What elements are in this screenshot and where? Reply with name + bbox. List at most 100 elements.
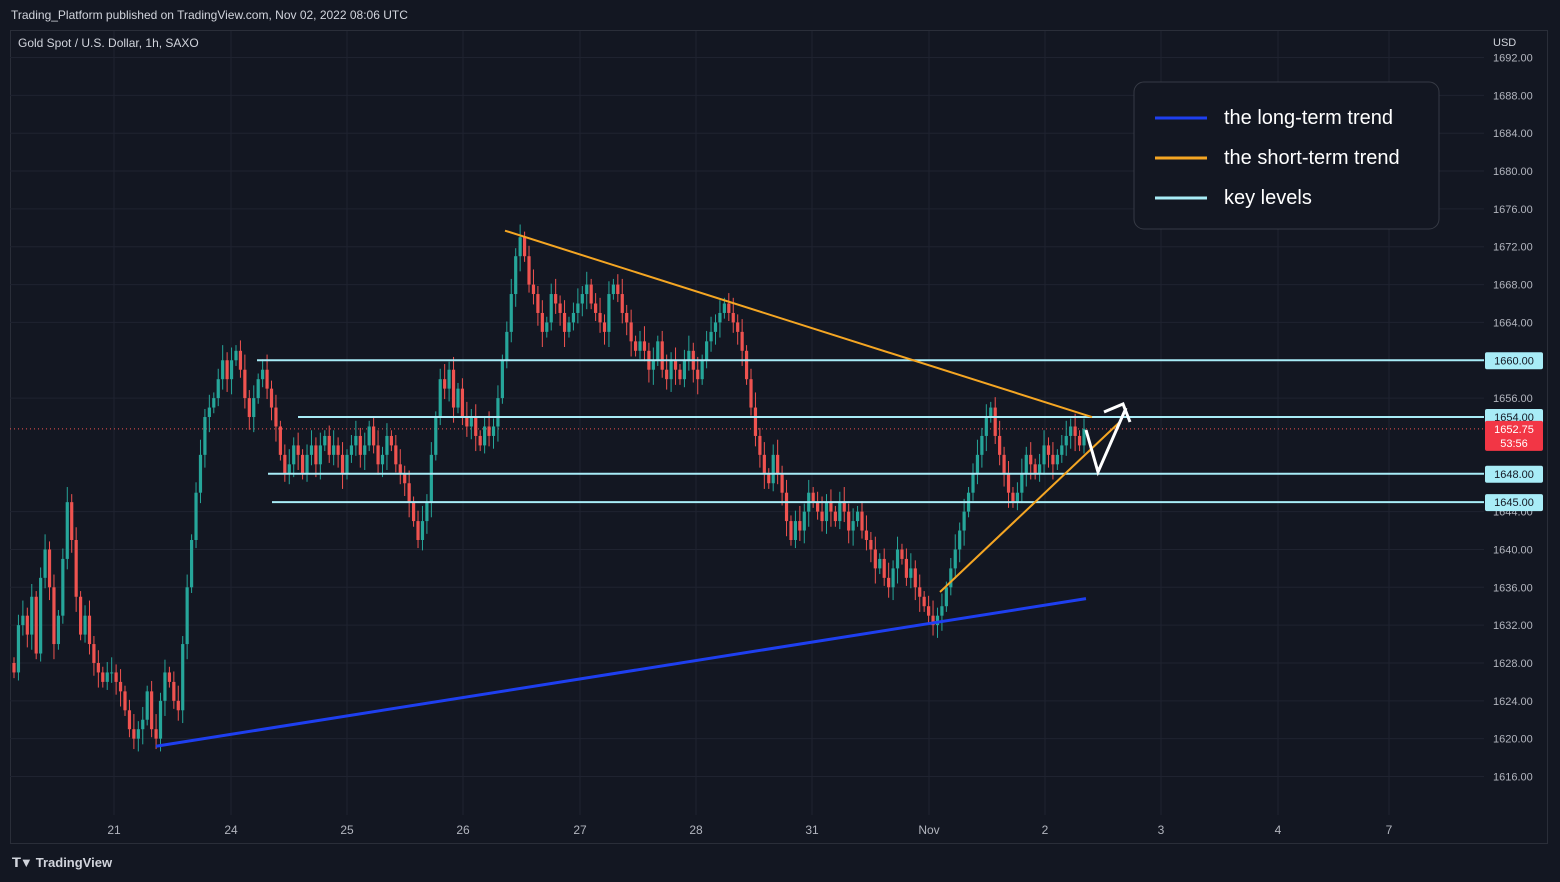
x-tick-label: 27 (573, 823, 587, 837)
candle-body (829, 502, 833, 512)
candle-body (576, 303, 580, 313)
candle-body (269, 388, 274, 408)
candle-body (52, 587, 56, 645)
candle-body (229, 360, 234, 380)
candle-body (105, 672, 109, 682)
y-tick-label: 1668.00 (1493, 280, 1533, 292)
candle-body (354, 435, 358, 446)
candle-body (722, 303, 726, 313)
candle-body (34, 596, 38, 654)
candle-body (669, 360, 673, 380)
candle-body (123, 691, 127, 711)
candle-body (1011, 492, 1015, 503)
candle-body (616, 284, 620, 295)
candle-body (651, 360, 655, 370)
candle-body (296, 445, 300, 455)
candle-body (234, 350, 238, 361)
candle-body (92, 644, 96, 663)
candle-body (1069, 426, 1073, 436)
y-tick-label: 1656.00 (1493, 393, 1533, 405)
candle-body (438, 379, 442, 418)
candle-body (172, 681, 176, 701)
candle-body (869, 540, 873, 550)
candle-body (1006, 473, 1011, 493)
candle-body (163, 672, 167, 701)
candle-body (145, 691, 149, 720)
candle-body (731, 312, 735, 323)
projection-arrow-path (1084, 407, 1128, 477)
candle-body (1038, 464, 1042, 474)
candle-body (505, 331, 509, 361)
candle-body (580, 294, 584, 304)
candle-body (771, 454, 775, 484)
candle-body (212, 398, 216, 408)
candle-body (913, 568, 917, 588)
x-tick-label: 2 (1042, 823, 1049, 837)
x-tick-label: 28 (689, 823, 703, 837)
candle-body (1082, 428, 1086, 446)
candle-body (43, 549, 47, 578)
x-tick-label: 31 (805, 823, 819, 837)
candle-body (283, 454, 287, 474)
candle-body (265, 369, 269, 389)
legend-label-short-trend: the short-term trend (1224, 147, 1400, 169)
candle-body (1020, 473, 1024, 493)
candle-body (118, 681, 123, 692)
candle-body (989, 407, 993, 418)
y-tick-label: 1640.00 (1493, 544, 1533, 556)
candle-body (864, 530, 869, 540)
candle-body (194, 492, 198, 540)
candle-body (380, 454, 385, 465)
candle-body (221, 360, 225, 380)
candle-body (256, 379, 260, 399)
candle-body (993, 407, 997, 436)
y-tick-label: 1692.00 (1493, 53, 1533, 65)
candle-body (673, 360, 678, 370)
x-tick-label: 26 (456, 823, 470, 837)
countdown-label: 53:56 (1500, 438, 1528, 450)
candle-body (753, 407, 758, 436)
candle-body (571, 312, 576, 323)
candle-body (558, 303, 562, 313)
candle-body (487, 426, 491, 436)
x-tick-label: 24 (224, 823, 238, 837)
candle-body (567, 322, 571, 332)
candle-body (949, 568, 953, 588)
candle-body (958, 530, 962, 550)
y-tick-label: 1672.00 (1493, 242, 1533, 254)
candle-body (252, 398, 256, 418)
candle-body (918, 587, 922, 597)
candle-body (749, 379, 753, 408)
candle-body (607, 294, 611, 332)
candle-body (323, 435, 327, 446)
candle-body (984, 417, 988, 436)
candle-body (78, 596, 83, 635)
key-level-tag-label: 1645.00 (1494, 497, 1534, 509)
candle-body (358, 435, 362, 455)
candle-body (944, 587, 948, 607)
candle-body (1042, 445, 1046, 465)
candle-body (12, 662, 16, 673)
y-tick-label: 1684.00 (1493, 128, 1533, 140)
candle-body (1015, 492, 1020, 503)
candle-body (705, 341, 709, 361)
candle-body (780, 473, 784, 493)
current-price-label: 1652.75 (1494, 424, 1534, 436)
key-level-tag-label: 1660.00 (1494, 355, 1534, 367)
trend-lines (155, 229, 1121, 748)
x-tick-label: 3 (1158, 823, 1165, 837)
candle-body (847, 511, 851, 531)
candle-body (110, 672, 114, 674)
candle-body (851, 521, 855, 531)
candle-body (496, 398, 500, 427)
candle-body (940, 606, 944, 616)
candle-body (207, 407, 211, 418)
y-tick-label: 1624.00 (1493, 696, 1533, 708)
candle-body (407, 483, 411, 503)
tradingview-logo[interactable]: 𝗧▼ TradingView (12, 855, 112, 871)
key-levels (257, 359, 1484, 504)
candle-body (620, 294, 624, 313)
candle-body (389, 435, 393, 446)
candle-body (696, 369, 700, 380)
